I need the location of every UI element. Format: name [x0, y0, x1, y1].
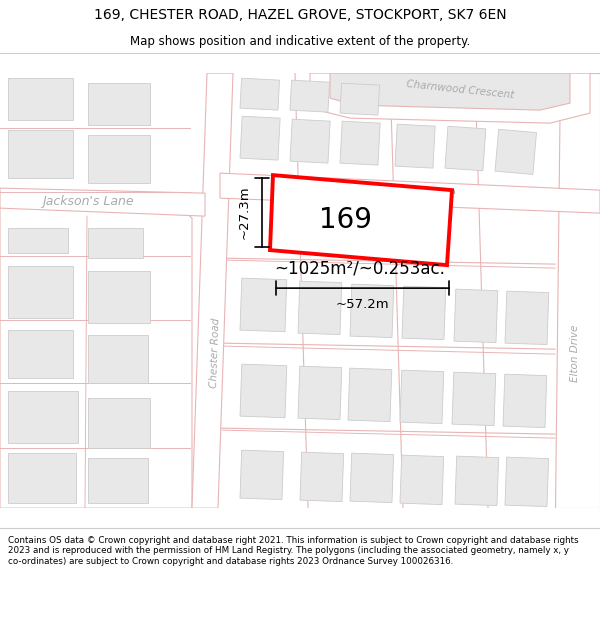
- Bar: [290, 119, 330, 163]
- Bar: [88, 135, 150, 183]
- Polygon shape: [270, 175, 452, 265]
- Polygon shape: [330, 73, 570, 110]
- Polygon shape: [220, 173, 600, 213]
- Text: 169, CHESTER ROAD, HAZEL GROVE, STOCKPORT, SK7 6EN: 169, CHESTER ROAD, HAZEL GROVE, STOCKPOR…: [94, 8, 506, 22]
- Bar: [240, 78, 280, 110]
- Bar: [340, 121, 380, 165]
- Bar: [88, 271, 150, 323]
- Polygon shape: [0, 193, 192, 508]
- Bar: [88, 228, 143, 258]
- Bar: [400, 455, 443, 504]
- Bar: [8, 330, 73, 378]
- Text: Map shows position and indicative extent of the property.: Map shows position and indicative extent…: [130, 35, 470, 48]
- Text: ~1025m²/~0.253ac.: ~1025m²/~0.253ac.: [275, 259, 445, 277]
- Bar: [290, 80, 329, 112]
- Bar: [455, 456, 499, 506]
- Polygon shape: [310, 73, 590, 123]
- Bar: [402, 286, 446, 339]
- Bar: [454, 289, 498, 342]
- Bar: [8, 453, 76, 503]
- Text: Charnwood Crescent: Charnwood Crescent: [406, 79, 514, 101]
- Text: Dean Lane: Dean Lane: [374, 186, 456, 201]
- Polygon shape: [555, 73, 600, 508]
- Bar: [505, 457, 548, 507]
- Bar: [88, 458, 148, 503]
- Bar: [452, 372, 496, 426]
- Bar: [348, 368, 392, 422]
- Bar: [495, 129, 536, 174]
- Bar: [505, 291, 549, 344]
- Bar: [8, 78, 73, 120]
- Text: Elton Drive: Elton Drive: [570, 324, 580, 382]
- Bar: [298, 281, 342, 334]
- Text: 169: 169: [319, 206, 372, 234]
- Bar: [240, 116, 280, 160]
- Text: Contains OS data © Crown copyright and database right 2021. This information is : Contains OS data © Crown copyright and d…: [8, 536, 578, 566]
- Bar: [88, 335, 148, 383]
- Bar: [350, 453, 394, 503]
- Bar: [503, 374, 547, 428]
- Text: ~57.2m: ~57.2m: [335, 298, 389, 311]
- Text: ~27.3m: ~27.3m: [238, 186, 251, 239]
- Bar: [445, 126, 486, 171]
- Bar: [88, 398, 150, 448]
- Bar: [240, 450, 284, 499]
- Bar: [400, 370, 444, 424]
- Bar: [8, 391, 78, 443]
- Bar: [240, 364, 287, 418]
- Bar: [300, 452, 344, 502]
- Bar: [350, 284, 394, 338]
- Bar: [8, 130, 73, 178]
- Bar: [395, 124, 435, 168]
- Polygon shape: [0, 188, 205, 216]
- Bar: [240, 278, 287, 332]
- Bar: [8, 266, 73, 318]
- Bar: [88, 83, 150, 125]
- Polygon shape: [192, 73, 233, 508]
- Text: Chester Road: Chester Road: [209, 318, 221, 388]
- Text: Jackson's Lane: Jackson's Lane: [42, 194, 134, 208]
- Bar: [298, 366, 342, 419]
- Bar: [8, 228, 68, 253]
- Bar: [340, 83, 380, 115]
